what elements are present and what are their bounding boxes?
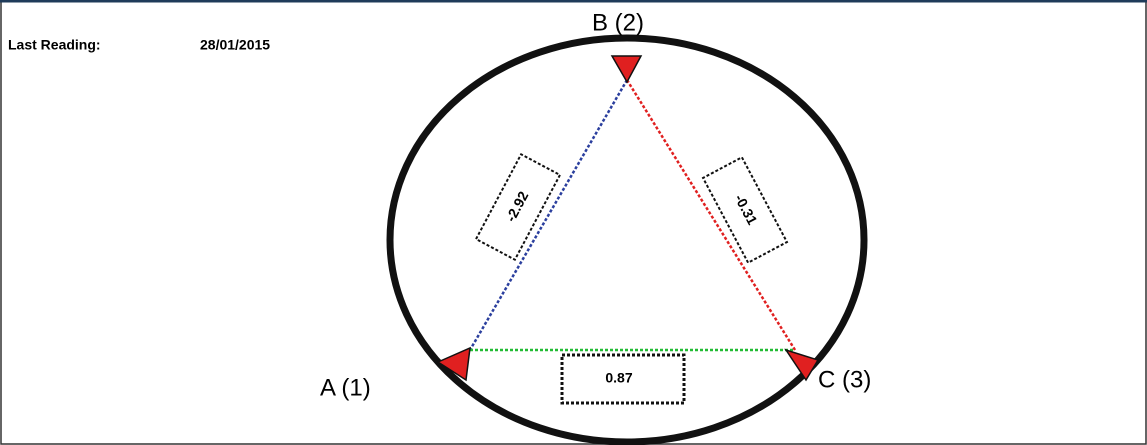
ring — [386, 34, 868, 445]
edge-label-ac: 0.87 — [560, 353, 686, 405]
sensor-b — [610, 55, 643, 84]
edge-bc — [625, 79, 797, 351]
reading-date: 28/01/2015 — [200, 37, 270, 53]
node-label: B (2) — [592, 9, 644, 36]
edge-ab — [468, 79, 629, 351]
node-label: A (1) — [320, 374, 371, 401]
label-box — [560, 353, 686, 405]
edge-label-bc: -0.31 — [701, 155, 789, 265]
label-box — [474, 152, 562, 262]
node-label: C (3) — [818, 366, 871, 393]
sensor-a — [436, 346, 471, 382]
edge-value: 0.87 — [605, 370, 632, 386]
edge-label-ab: -2.92 — [474, 152, 562, 262]
sensor-c — [784, 348, 820, 382]
reading-label: Last Reading: — [8, 37, 101, 53]
